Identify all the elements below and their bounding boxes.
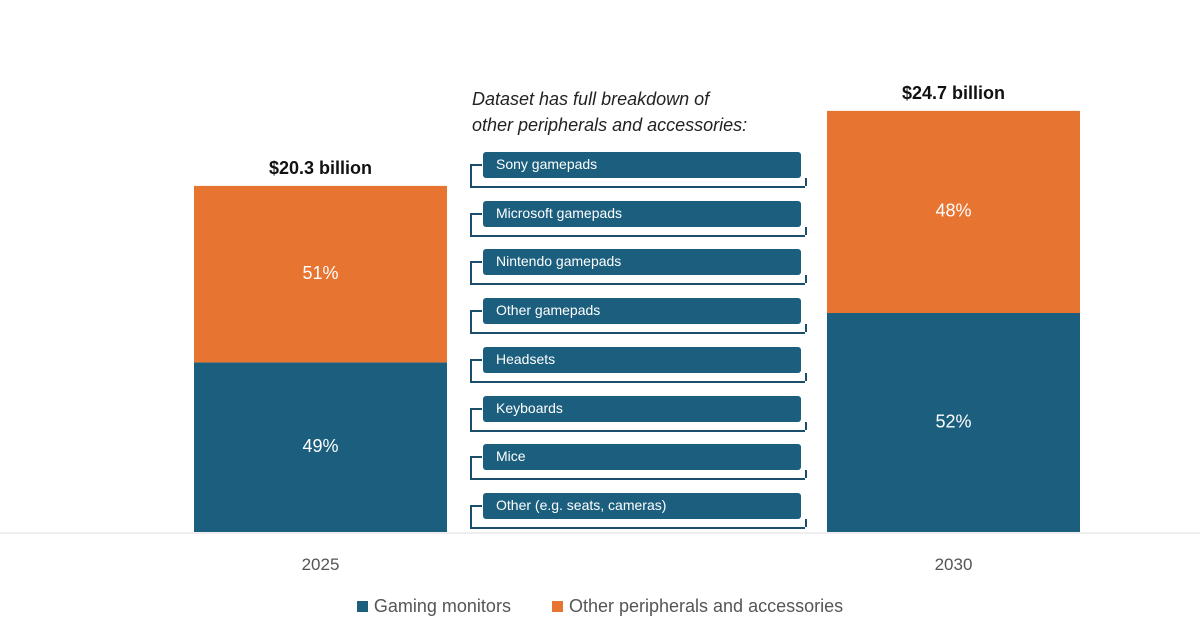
note-line-1: Dataset has full breakdown of: [472, 89, 710, 109]
x-tick-label: 2025: [302, 555, 340, 574]
bracket-connector: [470, 456, 807, 481]
legend-swatch: [356, 601, 368, 612]
breakdown-item-label: Other (e.g. seats, cameras): [483, 492, 801, 519]
legend-label: Other peripherals and accessories: [568, 596, 844, 616]
segment-label: 52%: [935, 411, 971, 431]
breakdown-item: Keyboards: [470, 395, 807, 432]
breakdown-item-label: Nintendo gamepads: [483, 249, 801, 276]
breakdown-item: Other (e.g. seats, cameras): [470, 492, 807, 529]
breakdown-item: Headsets: [470, 346, 807, 383]
bracket-connector: [470, 504, 807, 529]
bracket-connector: [470, 310, 807, 335]
breakdown-item: Sony gamepads: [470, 152, 807, 188]
breakdown-item: Other gamepads: [470, 298, 807, 335]
legend-swatch: [551, 601, 563, 612]
breakdown-item-label: Microsoft gamepads: [483, 200, 801, 227]
legend-other-peripherals: Other peripherals and accessories: [551, 596, 844, 616]
total-label: $24.7 billion: [902, 83, 1005, 103]
breakdown-item-label: Headsets: [483, 346, 801, 373]
breakdown-item: Microsoft gamepads: [470, 200, 807, 237]
bracket-connector: [470, 212, 807, 237]
legend: Gaming monitors Other peripherals and ac…: [0, 596, 1200, 617]
breakdown-item-label: Mice: [483, 444, 801, 471]
breakdown-item-label: Sony gamepads: [483, 152, 801, 178]
breakdown-item: Mice: [470, 444, 807, 481]
bracket-connector: [470, 164, 807, 188]
segment-label: 51%: [302, 263, 338, 283]
bar-segment: [194, 362, 447, 532]
legend-gaming-monitors: Gaming monitors: [356, 596, 511, 616]
total-label: $20.3 billion: [269, 158, 372, 178]
breakdown-item: Nintendo gamepads: [470, 249, 807, 286]
breakdown-item-label: Keyboards: [483, 395, 801, 422]
breakdown-item-label: Other gamepads: [483, 298, 801, 325]
segment-label: 48%: [935, 201, 971, 221]
bracket-connector: [470, 358, 807, 383]
segment-label: 49%: [302, 436, 338, 456]
bar-segment: [827, 313, 1080, 532]
bar-segment: [194, 185, 447, 363]
legend-label: Gaming monitors: [373, 596, 511, 616]
note-line-2: other peripherals and accessories:: [472, 115, 748, 135]
breakdown-note: Dataset has full breakdown of other peri…: [472, 86, 747, 138]
bracket-connector: [470, 407, 807, 432]
x-tick-label: 2030: [935, 555, 973, 574]
bracket-connector: [470, 261, 807, 286]
bar-segment: [827, 110, 1080, 314]
